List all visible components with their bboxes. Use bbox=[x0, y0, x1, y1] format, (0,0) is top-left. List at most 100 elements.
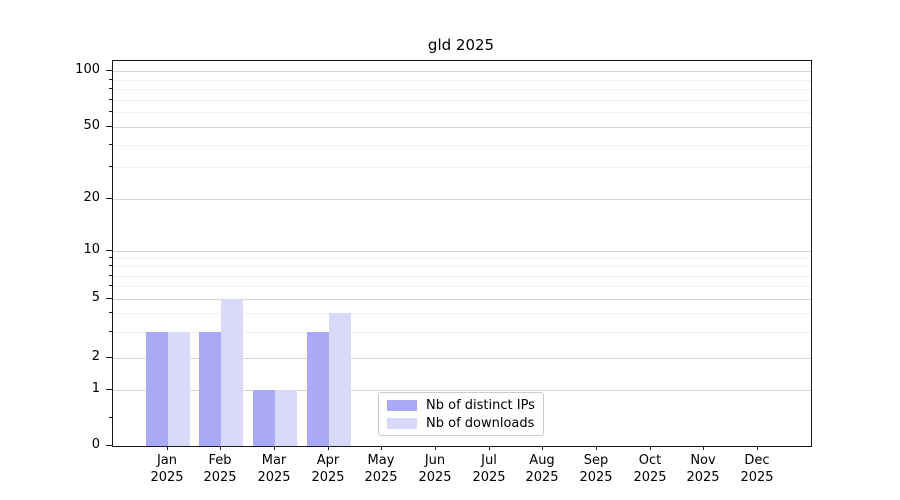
bar-downloads-jan bbox=[168, 332, 190, 446]
legend-label-distinct-ips: Nb of distinct IPs bbox=[426, 397, 535, 413]
legend-swatch-distinct-ips bbox=[387, 399, 417, 411]
y-major-tick bbox=[106, 357, 112, 358]
legend-item-downloads: Nb of downloads bbox=[379, 416, 543, 431]
x-tick-label-year: 2025 bbox=[579, 470, 613, 485]
x-tick-label-month: Sep bbox=[583, 453, 609, 468]
x-tick-label: Jan 2025 bbox=[140, 452, 194, 486]
y-major-tick bbox=[106, 389, 112, 390]
x-tick bbox=[274, 446, 275, 450]
minor-gridline bbox=[113, 313, 811, 314]
x-tick-label-month: Oct bbox=[638, 453, 662, 468]
y-minor-tick bbox=[109, 144, 112, 145]
legend: Nb of distinct IPs Nb of downloads bbox=[378, 392, 544, 436]
minor-gridline bbox=[113, 80, 811, 81]
major-gridline bbox=[113, 199, 811, 200]
x-tick-label-month: Feb bbox=[208, 453, 232, 468]
y-major-tick bbox=[106, 198, 112, 199]
x-tick-label-month: Dec bbox=[744, 453, 770, 468]
bar-distinct-ips-apr bbox=[307, 332, 329, 446]
x-tick-label-month: Mar bbox=[261, 453, 287, 468]
y-minor-tick bbox=[109, 331, 112, 332]
major-gridline bbox=[113, 299, 811, 300]
x-tick-label-month: Jan bbox=[156, 453, 178, 468]
x-tick-label-year: 2025 bbox=[364, 470, 398, 485]
x-tick-label-month: Jun bbox=[424, 453, 446, 468]
y-minor-tick bbox=[109, 257, 112, 258]
minor-gridline bbox=[113, 286, 811, 287]
x-tick-label: Sep 2025 bbox=[569, 452, 623, 486]
x-tick-label-month: Aug bbox=[529, 453, 555, 468]
bar-downloads-mar bbox=[275, 390, 297, 446]
minor-gridline bbox=[113, 100, 811, 101]
minor-gridline bbox=[113, 332, 811, 333]
x-tick-label-year: 2025 bbox=[472, 470, 506, 485]
x-tick-label-year: 2025 bbox=[418, 470, 452, 485]
x-tick-label-month: May bbox=[367, 453, 395, 468]
y-minor-tick bbox=[109, 312, 112, 313]
x-tick bbox=[596, 446, 597, 450]
y-minor-tick bbox=[109, 265, 112, 266]
y-major-tick bbox=[106, 445, 112, 446]
y-minor-tick bbox=[109, 417, 112, 418]
bar-distinct-ips-mar bbox=[253, 390, 275, 446]
minor-gridline bbox=[113, 258, 811, 259]
bar-downloads-feb bbox=[221, 299, 243, 446]
y-tick-label: 0 bbox=[91, 437, 100, 452]
y-minor-tick bbox=[109, 285, 112, 286]
major-gridline bbox=[113, 251, 811, 252]
x-tick bbox=[220, 446, 221, 450]
minor-gridline bbox=[113, 276, 811, 277]
x-tick-label: Mar 2025 bbox=[247, 452, 301, 486]
x-tick-label: May 2025 bbox=[354, 452, 408, 486]
major-gridline bbox=[113, 390, 811, 391]
x-tick-label: Jul 2025 bbox=[462, 452, 516, 486]
y-minor-tick bbox=[109, 88, 112, 89]
major-gridline bbox=[113, 71, 811, 72]
x-tick bbox=[381, 446, 382, 450]
plot-area bbox=[112, 60, 812, 447]
y-tick-label: 1 bbox=[91, 381, 100, 396]
x-tick bbox=[650, 446, 651, 450]
x-tick-label-year: 2025 bbox=[633, 470, 667, 485]
x-tick bbox=[435, 446, 436, 450]
x-tick-label: Feb 2025 bbox=[193, 452, 247, 486]
minor-gridline bbox=[113, 89, 811, 90]
bar-downloads-apr bbox=[329, 313, 351, 446]
x-tick-label-year: 2025 bbox=[740, 470, 774, 485]
x-tick bbox=[542, 446, 543, 450]
x-tick-label-month: Nov bbox=[690, 453, 716, 468]
x-tick bbox=[489, 446, 490, 450]
legend-swatch-downloads bbox=[387, 417, 417, 429]
x-tick bbox=[703, 446, 704, 450]
x-tick-label-year: 2025 bbox=[311, 470, 345, 485]
y-major-tick bbox=[106, 126, 112, 127]
x-tick-label: Apr 2025 bbox=[301, 452, 355, 486]
x-tick bbox=[167, 446, 168, 450]
y-minor-tick bbox=[109, 79, 112, 80]
y-tick-label: 2 bbox=[91, 349, 100, 364]
y-major-tick bbox=[106, 250, 112, 251]
y-tick-label: 10 bbox=[83, 242, 100, 257]
x-tick bbox=[328, 446, 329, 450]
y-tick-label: 50 bbox=[83, 118, 100, 133]
y-minor-tick bbox=[109, 99, 112, 100]
x-tick-label: Oct 2025 bbox=[623, 452, 677, 486]
legend-item-distinct-ips: Nb of distinct IPs bbox=[379, 398, 543, 413]
x-tick-label-year: 2025 bbox=[150, 470, 184, 485]
legend-label-downloads: Nb of downloads bbox=[426, 415, 535, 431]
x-tick-label-year: 2025 bbox=[203, 470, 237, 485]
y-tick-label: 5 bbox=[91, 290, 100, 305]
y-major-tick bbox=[106, 70, 112, 71]
minor-gridline bbox=[113, 112, 811, 113]
major-gridline bbox=[113, 358, 811, 359]
y-minor-tick bbox=[109, 275, 112, 276]
y-tick-label: 20 bbox=[83, 190, 100, 205]
y-tick-label: 100 bbox=[75, 62, 100, 77]
chart-title: gld 2025 bbox=[427, 36, 495, 54]
x-tick-label: Nov 2025 bbox=[676, 452, 730, 486]
y-major-tick bbox=[106, 298, 112, 299]
y-minor-tick bbox=[109, 111, 112, 112]
x-tick-label-year: 2025 bbox=[257, 470, 291, 485]
major-gridline bbox=[113, 127, 811, 128]
